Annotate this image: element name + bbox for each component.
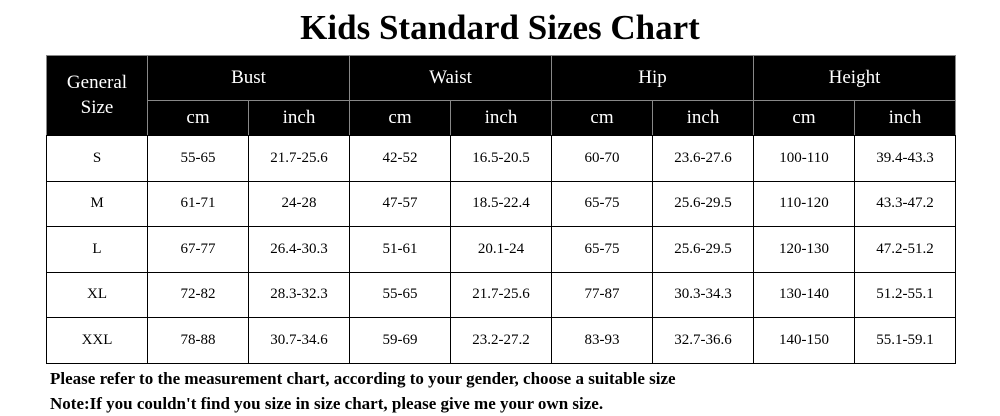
size-value: 18.5-22.4: [450, 180, 552, 228]
size-value: 32.7-36.6: [652, 317, 754, 364]
size-value: 16.5-20.5: [450, 135, 552, 182]
size-value: 65-75: [551, 226, 653, 273]
unit-header: inch: [450, 100, 552, 136]
size-value: 30.7-34.6: [248, 317, 350, 364]
size-value: 100-110: [753, 135, 855, 182]
size-value: 42-52: [349, 135, 451, 182]
size-value: 51.2-55.1: [854, 271, 956, 319]
size-value: 20.1-24: [450, 226, 552, 273]
corner-header: General Size: [46, 55, 148, 136]
size-value: 110-120: [753, 180, 855, 228]
size-label: XXL: [46, 317, 148, 364]
size-value: 21.7-25.6: [450, 271, 552, 319]
group-header: Waist: [349, 55, 552, 101]
group-header: Bust: [147, 55, 350, 101]
title: Kids Standard Sizes Chart: [300, 8, 700, 47]
size-label: S: [46, 135, 148, 182]
size-value: 59-69: [349, 317, 451, 364]
size-value: 43.3-47.2: [854, 180, 956, 228]
unit-header: inch: [652, 100, 754, 136]
size-value: 25.6-29.5: [652, 226, 754, 273]
size-value: 65-75: [551, 180, 653, 228]
size-value: 47.2-51.2: [854, 226, 956, 273]
unit-header: cm: [349, 100, 451, 136]
group-header: Height: [753, 55, 956, 101]
unit-header: cm: [753, 100, 855, 136]
size-value: 30.3-34.3: [652, 271, 754, 319]
unit-header: cm: [551, 100, 653, 136]
note: Note:If you couldn't find you size in si…: [50, 394, 604, 413]
size-value: 130-140: [753, 271, 855, 319]
size-value: 140-150: [753, 317, 855, 364]
size-value: 120-130: [753, 226, 855, 273]
size-value: 61-71: [147, 180, 249, 228]
size-value: 72-82: [147, 271, 249, 319]
size-label: M: [46, 180, 148, 228]
size-value: 55-65: [147, 135, 249, 182]
size-value: 25.6-29.5: [652, 180, 754, 228]
unit-header: inch: [248, 100, 350, 136]
size-value: 26.4-30.3: [248, 226, 350, 273]
size-value: 77-87: [551, 271, 653, 319]
size-value: 23.6-27.6: [652, 135, 754, 182]
size-value: 24-28: [248, 180, 350, 228]
size-value: 78-88: [147, 317, 249, 364]
size-value: 23.2-27.2: [450, 317, 552, 364]
size-value: 67-77: [147, 226, 249, 273]
size-value: 47-57: [349, 180, 451, 228]
size-value: 21.7-25.6: [248, 135, 350, 182]
size-label: XL: [46, 271, 148, 319]
size-value: 28.3-32.3: [248, 271, 350, 319]
size-label: L: [46, 226, 148, 273]
size-value: 55-65: [349, 271, 451, 319]
note: Please refer to the measurement chart, a…: [50, 369, 676, 388]
unit-header: cm: [147, 100, 249, 136]
size-value: 39.4-43.3: [854, 135, 956, 182]
size-value: 60-70: [551, 135, 653, 182]
size-value: 83-93: [551, 317, 653, 364]
unit-header: inch: [854, 100, 956, 136]
size-value: 51-61: [349, 226, 451, 273]
group-header: Hip: [551, 55, 754, 101]
size-value: 55.1-59.1: [854, 317, 956, 364]
